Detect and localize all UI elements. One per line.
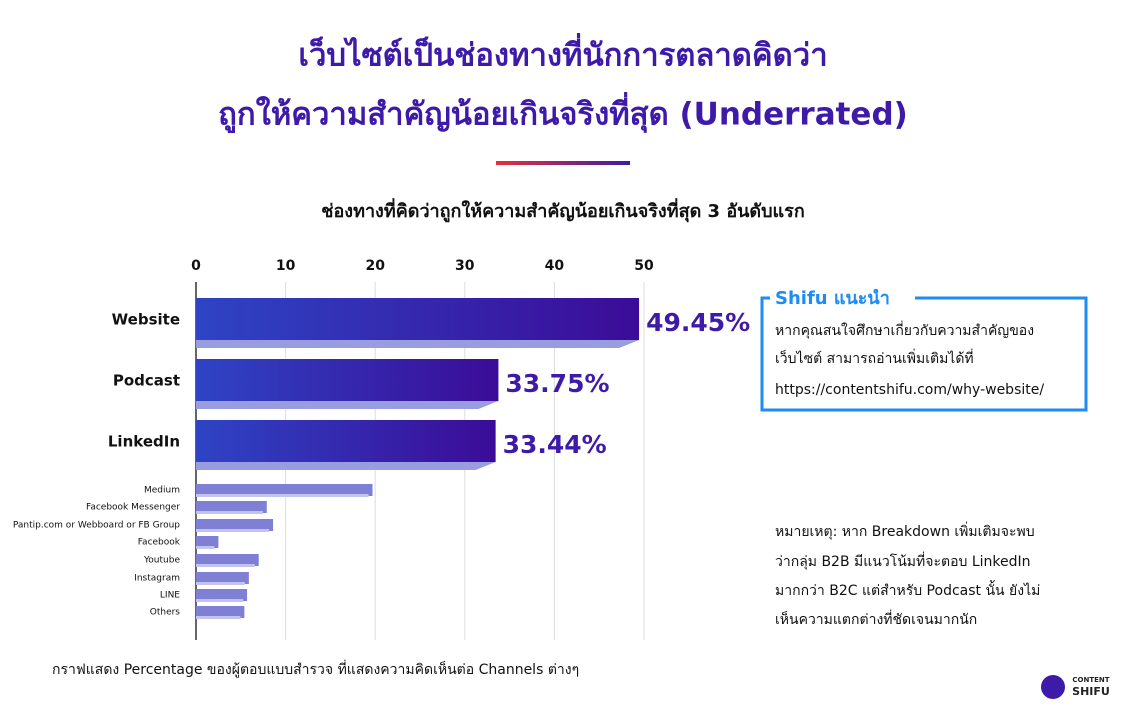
value-label: 33.75%	[505, 369, 609, 398]
bar	[196, 519, 274, 531]
bar	[196, 298, 640, 340]
bar-shadow	[196, 494, 369, 497]
bar-shadow	[196, 599, 244, 602]
bar	[196, 536, 219, 548]
caption: กราฟแสดง Percentage ของผู้ตอบแบบสำรวจ ที…	[52, 660, 579, 678]
x-tick-label: 20	[365, 258, 385, 274]
bar	[196, 589, 248, 601]
x-tick-label: 50	[634, 258, 654, 274]
category-label: Youtube	[143, 556, 180, 566]
category-label: Others	[150, 608, 181, 618]
x-tick-label: 0	[191, 258, 201, 274]
callout-link[interactable]: https://contentshifu.com/why-website/	[775, 382, 1044, 398]
category-label: Pantip.com or Webboard or FB Group	[13, 521, 180, 531]
note-text: เห็นความแตกต่างที่ชัดเจนมากนัก	[775, 610, 977, 628]
headline: เว็บไซต์เป็นช่องทางที่นักการตลาดคิดว่า	[298, 33, 827, 74]
note-text: มากกว่า B2C แต่สำหรับ Podcast นั้น ยังไม…	[775, 580, 1040, 599]
bar-shadow	[196, 616, 241, 619]
headline: ถูกให้ความสำคัญน้อยเกินจริงที่สุด (Under…	[218, 92, 908, 134]
bar-shadow	[196, 340, 640, 348]
x-tick-label: 30	[455, 258, 475, 274]
callout-box	[760, 296, 1088, 412]
bar	[196, 420, 496, 462]
bar	[196, 359, 499, 401]
bar-shadow	[196, 582, 245, 585]
x-tick-label: 10	[276, 258, 296, 274]
bar-shadow	[196, 401, 499, 409]
bar	[196, 501, 267, 513]
value-label: 49.45%	[646, 308, 750, 337]
category-label: LinkedIn	[108, 433, 180, 451]
note-text: หมายเหตุ: หาก Breakdown เพิ่มเติมจะพบ	[775, 522, 1035, 540]
category-label: Instagram	[134, 574, 180, 584]
callout-text: เว็บไซต์ สามารถอ่านเพิ่มเติมได้ที่	[775, 349, 974, 367]
callout-title: Shifu แนะนำ	[775, 288, 890, 309]
callout-text: หากคุณสนใจศึกษาเกี่ยวกับความสำคัญของ	[775, 321, 1034, 339]
x-tick-label: 40	[545, 258, 565, 274]
category-label: Facebook Messenger	[86, 503, 180, 513]
chart-subtitle: ช่องทางที่คิดว่าถูกให้ความสำคัญน้อยเกินจ…	[321, 198, 804, 223]
note-text: ว่ากลุ่ม B2B มีแนวโน้มที่จะตอบ LinkedIn	[775, 552, 1031, 570]
bar	[196, 484, 373, 496]
callout-title-bg	[770, 288, 915, 310]
category-label: Website	[112, 311, 180, 329]
category-label: Podcast	[113, 372, 180, 390]
logo-icon	[1041, 675, 1065, 699]
category-label: LINE	[160, 591, 180, 601]
bar	[196, 572, 249, 584]
bar-shadow	[196, 529, 270, 532]
value-label: 33.44%	[503, 430, 607, 459]
category-label: Medium	[144, 486, 180, 496]
logo-text: SHIFU	[1072, 685, 1110, 698]
divider	[496, 161, 630, 165]
category-label: Facebook	[138, 538, 181, 548]
bar	[196, 554, 259, 566]
bar-shadow	[196, 462, 496, 470]
bar-shadow	[196, 546, 215, 549]
logo-text: CONTENT	[1072, 676, 1109, 684]
bar	[196, 606, 245, 618]
bar-shadow	[196, 564, 255, 567]
bar-shadow	[196, 511, 263, 514]
